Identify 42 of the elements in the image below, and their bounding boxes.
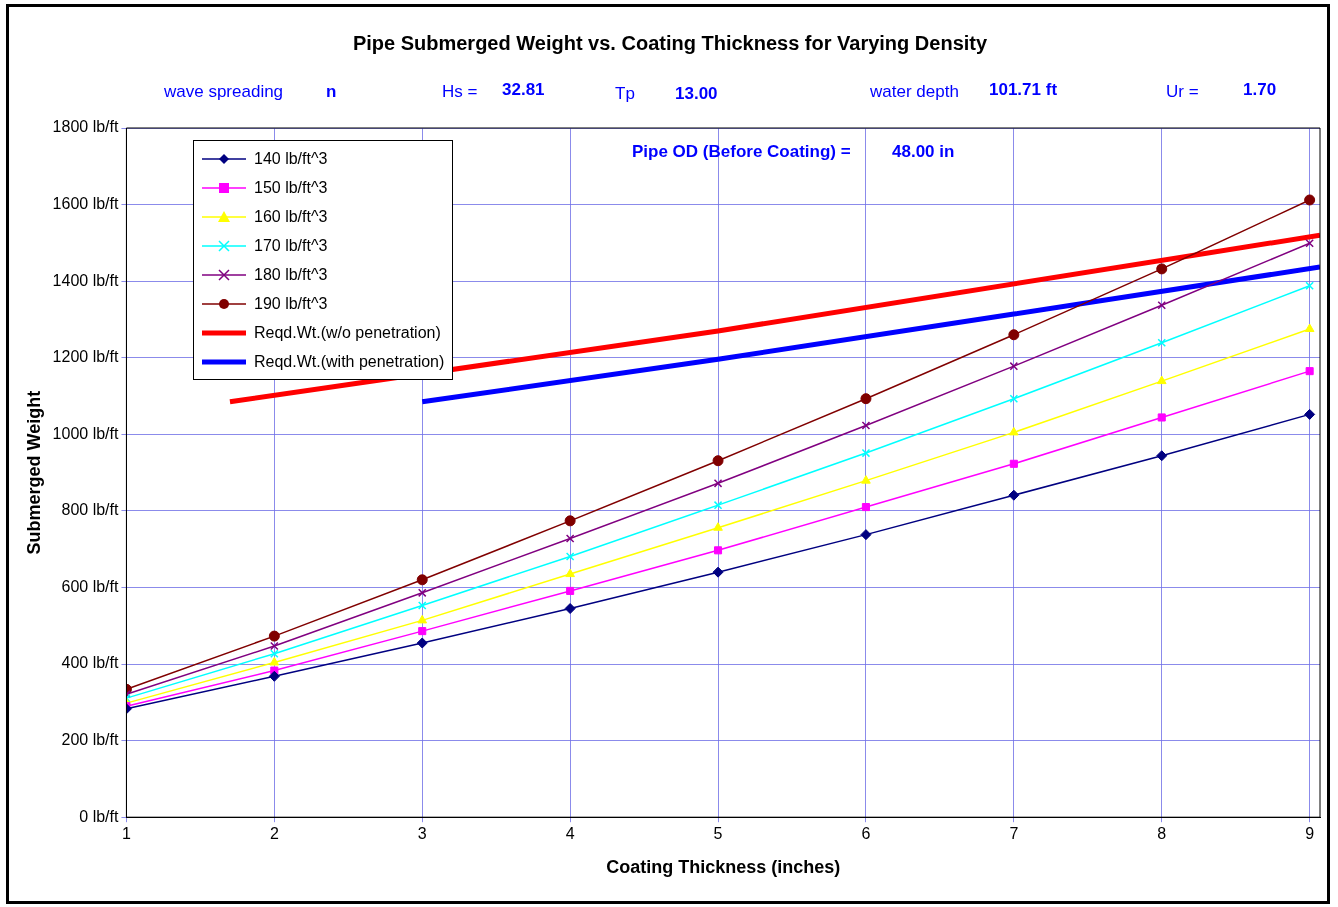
x-tick-label: 3 xyxy=(417,825,427,843)
x-axis-title: Coating Thickness (inches) xyxy=(606,857,841,878)
text: Hs = xyxy=(442,82,478,102)
text: 32.81 xyxy=(502,80,545,100)
y-tick-label: 0 lb/ft xyxy=(79,807,119,825)
x-tick-label: 6 xyxy=(861,825,871,843)
x-tick-label: 8 xyxy=(1157,825,1167,843)
x-tick-label: 4 xyxy=(565,825,575,843)
text: Tp xyxy=(615,84,635,104)
text: Ur = xyxy=(1166,82,1199,102)
y-tick-label: 1600 lb/ft xyxy=(52,194,119,212)
chart-title: Pipe Submerged Weight vs. Coating Thickness for Varying Density xyxy=(352,31,988,54)
annotation: Pipe OD (Before Coating) = xyxy=(632,142,851,162)
x-tick-label: 5 xyxy=(713,825,723,843)
y-tick-label: 1800 lb/ft xyxy=(52,118,119,136)
y-tick-label: 200 lb/ft xyxy=(61,731,119,749)
y-tick-label: 1200 lb/ft xyxy=(52,348,119,366)
legend-label: 180 lb/ft^3 xyxy=(254,265,328,284)
y-tick-label: 1000 lb/ft xyxy=(52,424,119,442)
x-tick-label: 2 xyxy=(269,825,279,843)
text: wave spreading xyxy=(164,82,284,102)
annotation: 48.00 in xyxy=(892,142,955,162)
x-tick-label: 9 xyxy=(1305,825,1315,843)
legend-label: 160 lb/ft^3 xyxy=(254,207,328,226)
legend-label: Reqd.Wt.(with penetration) xyxy=(254,352,445,371)
y-tick-label: 800 lb/ft xyxy=(61,501,119,519)
legend-label: 140 lb/ft^3 xyxy=(254,149,328,168)
y-axis-title: Submerged Weight xyxy=(23,390,44,555)
x-tick-label: 7 xyxy=(1009,825,1019,843)
legend-label: 190 lb/ft^3 xyxy=(254,294,328,313)
text: 1.70 xyxy=(1243,80,1277,100)
legend-label: Reqd.Wt.(w/o penetration) xyxy=(254,323,441,342)
text: water depth xyxy=(870,82,959,102)
legend-label: 170 lb/ft^3 xyxy=(254,236,328,255)
legend-label: 150 lb/ft^3 xyxy=(254,178,328,197)
y-tick-label: 400 lb/ft xyxy=(61,654,119,672)
y-tick-label: 600 lb/ft xyxy=(61,577,119,595)
x-tick-label: 1 xyxy=(121,825,131,843)
text: 101.71 ft xyxy=(989,80,1058,100)
text: n xyxy=(326,82,337,102)
y-tick-label: 1400 lb/ft xyxy=(52,271,119,289)
text: 13.00 xyxy=(675,84,718,104)
